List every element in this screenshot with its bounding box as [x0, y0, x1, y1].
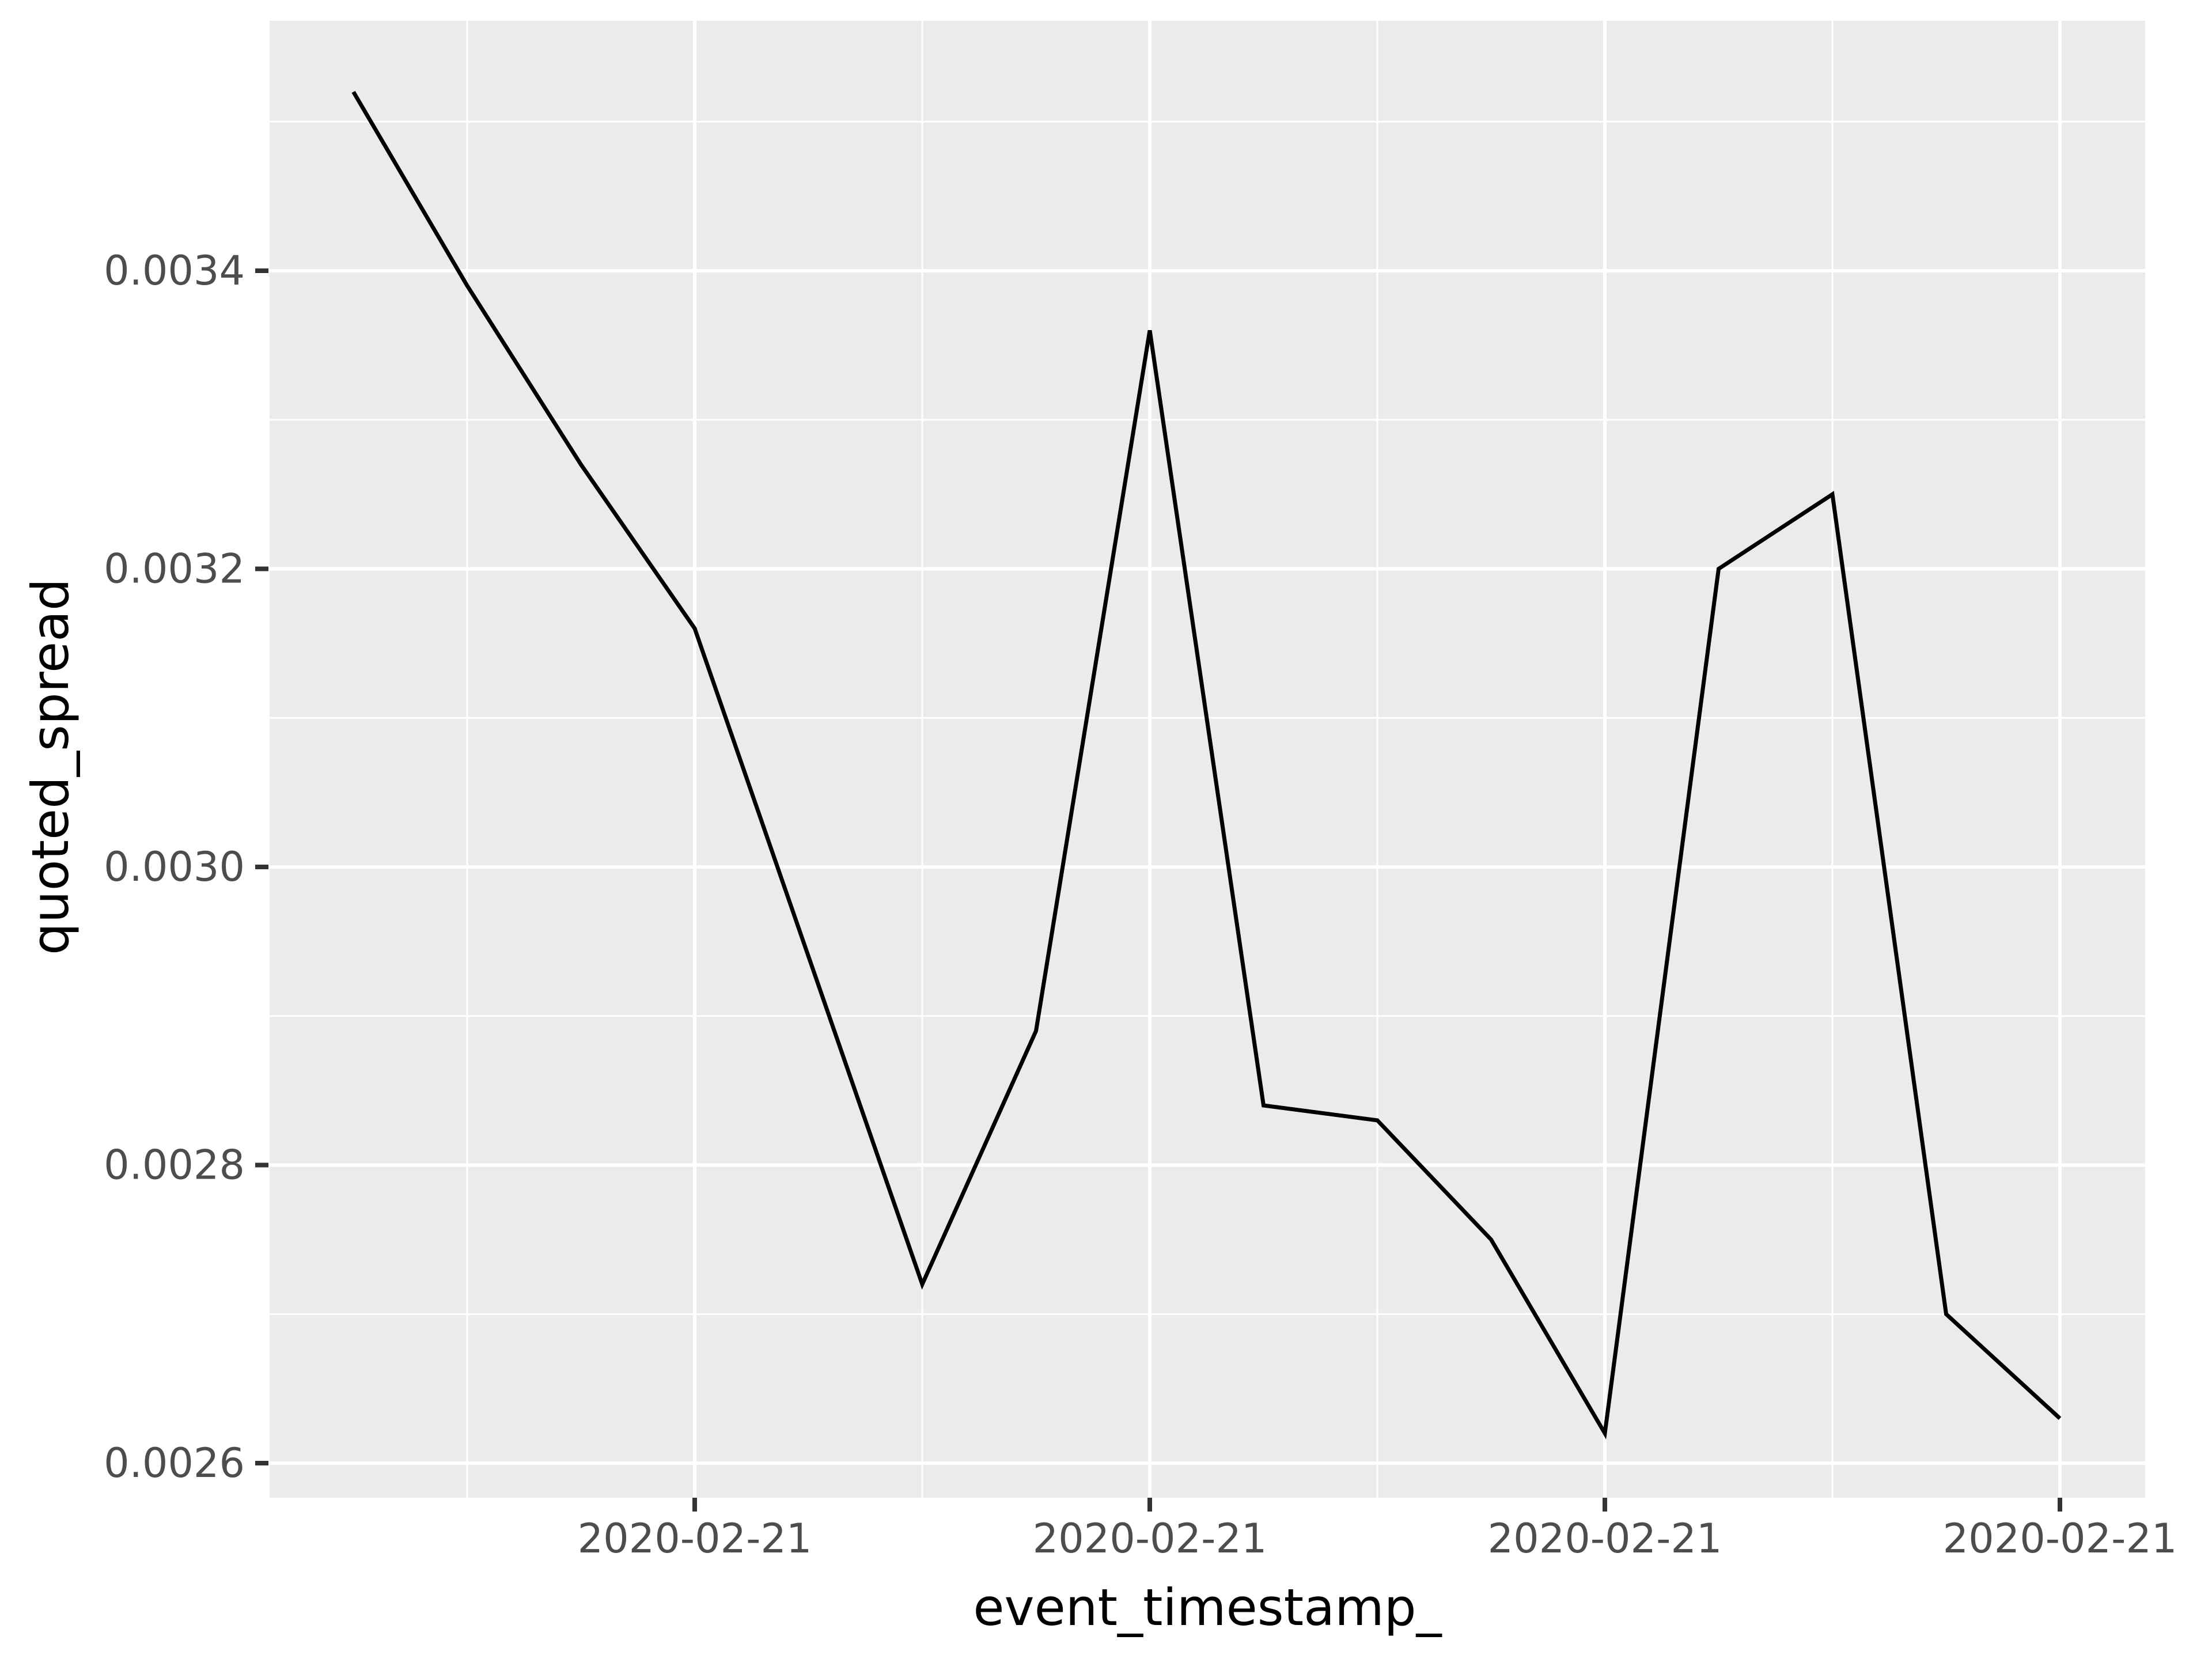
y-tick-label: 0.0028 — [104, 1142, 245, 1189]
y-tick-label: 0.0032 — [104, 546, 245, 593]
y-tick-label: 0.0034 — [104, 247, 245, 294]
x-tick-label: 2020-02-21 — [1488, 1515, 1722, 1562]
y-tick-label: 0.0026 — [104, 1440, 245, 1487]
x-tick-label: 2020-02-21 — [1033, 1515, 1267, 1562]
series-line-quoted-spread — [351, 90, 2062, 1440]
x-tick-label: 2020-02-21 — [578, 1515, 812, 1562]
y-tick-label: 0.0030 — [104, 843, 245, 891]
x-axis-title: event_timestamp_ — [973, 1578, 1442, 1637]
y-axis-title: quoted_spread — [21, 578, 80, 955]
panel-background — [270, 21, 2145, 1498]
x-tick-label: 2020-02-21 — [1943, 1515, 2177, 1562]
